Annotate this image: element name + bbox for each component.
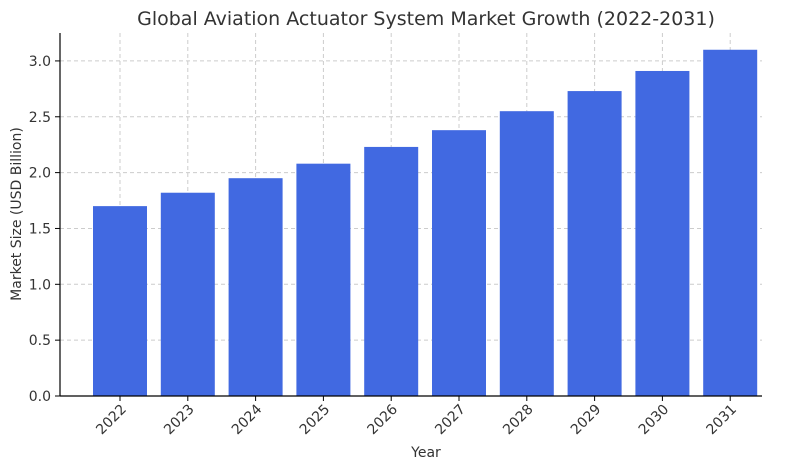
bar-2030	[635, 70, 690, 396]
bar-2026	[364, 146, 419, 396]
bar-2027	[432, 130, 486, 396]
y-tick-label: 2.0	[29, 166, 51, 182]
bar-2022	[93, 206, 147, 396]
x-axis-label: Year	[410, 445, 441, 461]
x-tick-label: 2029	[568, 402, 605, 439]
x-tick-label: 2022	[93, 402, 130, 439]
y-tick-label: 2.5	[29, 110, 51, 126]
y-tick-label: 1.5	[29, 221, 51, 237]
bar-2031	[703, 49, 758, 396]
bar-2024	[228, 178, 283, 396]
y-tick-label: 1.0	[29, 277, 51, 293]
x-tick-label: 2024	[229, 401, 266, 438]
bar-2023	[160, 192, 215, 396]
x-tick-label: 2027	[432, 402, 469, 439]
bar-2025	[296, 163, 351, 396]
x-axis-ticks: 2022 2023 2024 2025 2026 2027 2028 2029 2030 2031	[93, 396, 740, 438]
x-tick-label: 2025	[297, 402, 334, 439]
x-tick-label: 2026	[365, 401, 402, 438]
y-axis-ticks: 0.0 0.5 1.0 1.5 2.0 2.5 3.0	[29, 54, 60, 405]
x-tick-label: 2028	[500, 402, 537, 439]
y-tick-label: 0.0	[29, 389, 51, 405]
x-tick-label: 2030	[636, 402, 673, 439]
y-axis-label: Market Size (USD Billion)	[9, 127, 25, 301]
bar-2028	[499, 111, 554, 396]
bar-2029	[567, 91, 622, 396]
x-tick-label: 2023	[161, 402, 198, 439]
y-tick-label: 0.5	[29, 333, 51, 349]
bars	[93, 49, 758, 396]
y-tick-label: 3.0	[29, 54, 51, 70]
x-tick-label: 2031	[704, 402, 741, 439]
chart-title: Global Aviation Actuator System Market G…	[137, 8, 715, 30]
